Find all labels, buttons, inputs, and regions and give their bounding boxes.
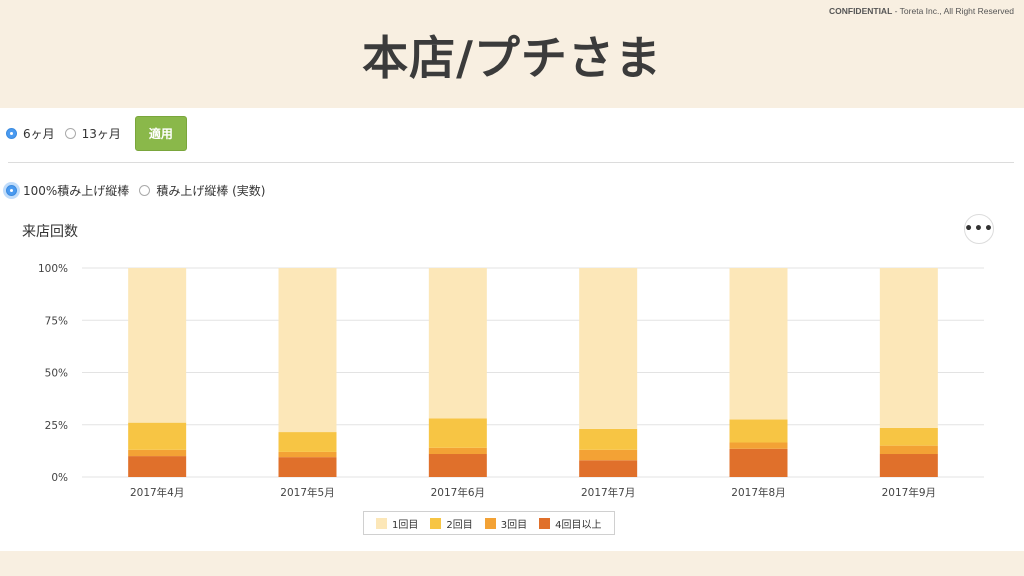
confidential-label: CONFIDENTIAL: [828, 6, 893, 16]
bar-segment[interactable]: [729, 442, 788, 449]
period-13m-label: 13ヶ月: [81, 126, 121, 141]
copyright-text: - Toreta Inc., All Right Reserved: [892, 6, 1014, 16]
legend-item[interactable]: 4回目以上: [539, 516, 602, 531]
x-tick-label: 2017年6月: [431, 486, 485, 499]
bar-segment[interactable]: [729, 268, 788, 420]
legend-item[interactable]: 2回目: [430, 516, 473, 531]
mode-percent-label: 100%積み上げ縦棒: [23, 183, 130, 198]
legend-item[interactable]: 3回目: [484, 516, 528, 531]
y-tick-label: 25%: [45, 420, 68, 432]
period-option-6m[interactable]: 6ヶ月: [6, 125, 55, 142]
legend-label: 4回目以上: [555, 519, 602, 531]
bar-segment[interactable]: [729, 448, 788, 477]
x-tick-label: 2017年7月: [581, 486, 635, 499]
stacked-bar-chart: 0% 25% 50% 75% 100% 2017年4月 2017年5月 2017年6月 2017…: [38, 263, 984, 499]
period-13m-radio[interactable]: [64, 127, 76, 139]
divider: [8, 162, 1014, 163]
bar-segment[interactable]: [128, 449, 187, 457]
chart-title: 来店回数: [22, 224, 78, 240]
mode-option-actual[interactable]: 積み上げ縦棒 (実数): [139, 182, 266, 199]
legend-label: 3回目: [500, 519, 528, 531]
legend-swatch: [376, 517, 387, 529]
chart-menu-button[interactable]: •••: [964, 214, 994, 244]
bar-segment[interactable]: [128, 268, 187, 423]
bar-segment[interactable]: [879, 427, 938, 446]
mode-actual-radio[interactable]: [139, 184, 151, 196]
bar-segment[interactable]: [278, 457, 337, 477]
x-tick-label: 2017年9月: [882, 486, 936, 499]
bar-segment[interactable]: [579, 449, 638, 461]
bar-segment[interactable]: [879, 454, 938, 477]
bar-segment[interactable]: [128, 456, 187, 477]
mode-percent-radio[interactable]: [6, 184, 17, 196]
more-horizontal-icon: •••: [964, 221, 994, 237]
bar-segment[interactable]: [729, 419, 788, 443]
bar-segment[interactable]: [278, 451, 337, 458]
bar-segment[interactable]: [428, 418, 487, 448]
legend-item[interactable]: 1回目: [376, 516, 418, 531]
period-option-13m[interactable]: 13ヶ月: [64, 125, 121, 142]
apply-button[interactable]: 適用: [134, 115, 187, 151]
chart-mode-selector: 100%積み上げ縦棒 積み上げ縦棒 (実数): [6, 180, 276, 200]
bar-segment[interactable]: [579, 460, 638, 477]
x-tick-label: 2017年4月: [130, 486, 184, 499]
bar-segment[interactable]: [879, 445, 938, 455]
mode-option-percent[interactable]: 100%積み上げ縦棒: [6, 182, 129, 199]
bar-segment[interactable]: [579, 268, 638, 429]
bar-segment[interactable]: [579, 428, 638, 450]
y-tick-label: 75%: [45, 315, 68, 327]
confidential-notice: CONFIDENTIAL - Toreta Inc., All Right Re…: [829, 6, 1014, 16]
x-tick-label: 2017年5月: [280, 486, 334, 499]
page-title: 本店/プチさま: [362, 31, 662, 85]
y-tick-label: 0%: [51, 472, 68, 484]
legend-swatch: [539, 517, 551, 529]
bar-segment[interactable]: [128, 422, 187, 450]
legend-label: 1回目: [392, 519, 419, 531]
legend-swatch: [430, 517, 442, 529]
legend-label: 2回目: [446, 519, 473, 531]
mode-actual-label: 積み上げ縦棒 (実数): [156, 183, 266, 198]
bar-segment[interactable]: [278, 268, 337, 433]
bar-segment[interactable]: [879, 268, 938, 428]
period-selector: 6ヶ月 13ヶ月 適用: [6, 115, 187, 151]
legend-swatch: [484, 517, 496, 529]
bar-segment[interactable]: [428, 454, 487, 477]
x-tick-label: 2017年8月: [731, 486, 785, 499]
bar-segment[interactable]: [428, 268, 487, 419]
chart-legend: 1回目 2回目 3回目 4回目以上: [363, 511, 615, 535]
y-tick-label: 50%: [45, 368, 68, 380]
bar-segment[interactable]: [428, 447, 487, 455]
y-tick-label: 100%: [38, 263, 68, 275]
period-6m-label: 6ヶ月: [23, 126, 55, 141]
period-6m-radio[interactable]: [6, 127, 17, 139]
bar-segment[interactable]: [278, 432, 337, 452]
